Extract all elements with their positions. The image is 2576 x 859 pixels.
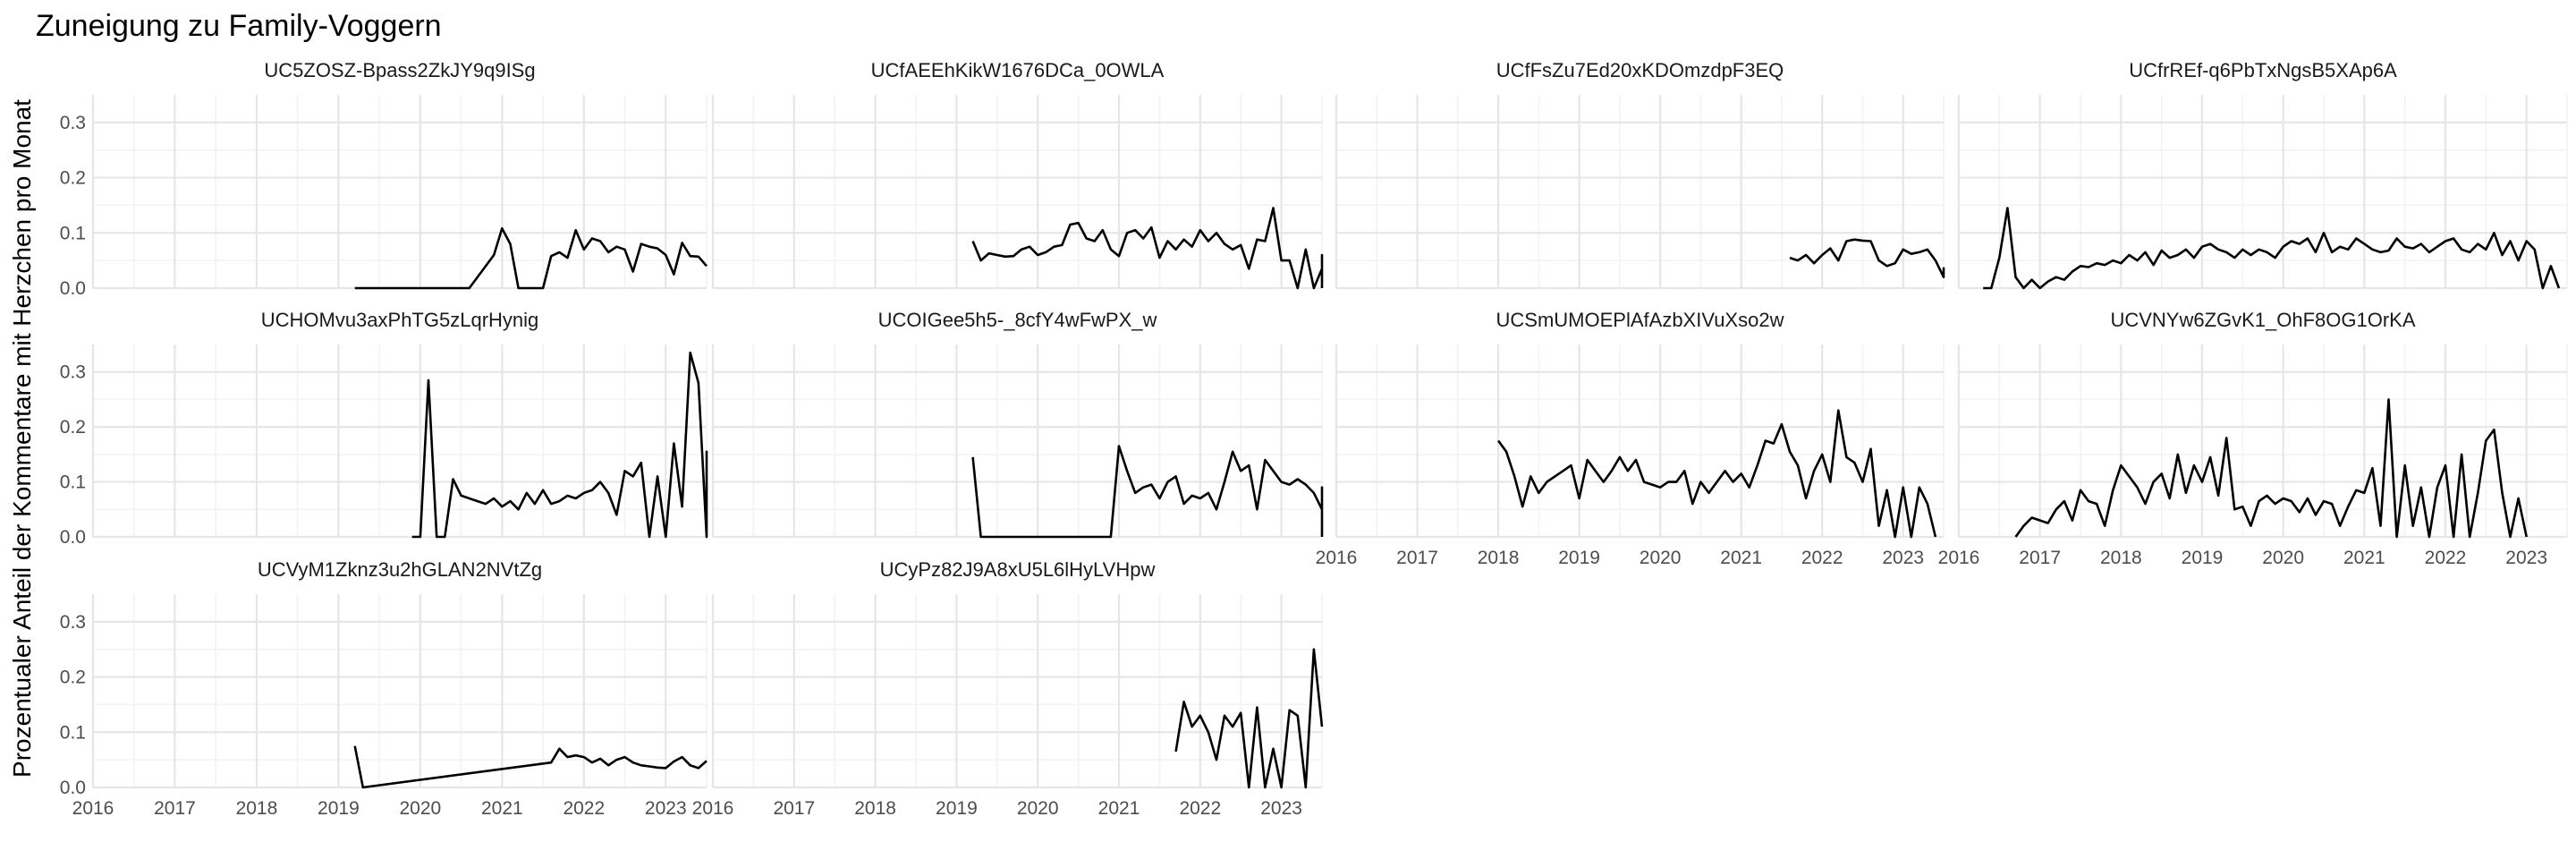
y-tick-label: 0.2	[60, 417, 86, 438]
series-line	[354, 227, 708, 290]
x-tick-label: 2018	[236, 798, 278, 819]
x-tick-label: 2020	[2262, 548, 2304, 568]
y-axis-label: Prozentualer Anteil der Kommentare mit H…	[8, 99, 36, 778]
y-tick-label: 0.0	[60, 278, 86, 299]
facet-panel: UCfFsZu7Ed20xKDOmzdpF3EQ	[1335, 59, 1945, 290]
facet-panels: UC5ZOSZ-Bpass2ZkJY9q9ISg 0.0 0.1 0.2 0.3 UCfA…	[60, 59, 2568, 819]
y-tick-label: 0.0	[60, 778, 86, 798]
x-tick-label: 2022	[563, 798, 605, 819]
x-tick-label: 2021	[481, 798, 523, 819]
x-tick-label: 2019	[2182, 548, 2224, 568]
x-tick-label: 2022	[1179, 798, 1221, 819]
facet-title: UCVyM1Zknz3u2hGLAN2NVtZg	[258, 558, 542, 581]
facet-panel: UCfrREf-q6PbTxNgsB5XAp6A	[1957, 59, 2568, 290]
facet-title: UCfrREf-q6PbTxNgsB5XAp6A	[2129, 59, 2397, 81]
x-tick-label: 2019	[1558, 548, 1600, 568]
facet-panel: UCyPz82J9A8xU5L6lHyLVHpw 2016 2017 2018 2019…	[692, 558, 1324, 819]
x-tick-label: 2017	[154, 798, 196, 819]
x-tick-label: 2020	[1017, 798, 1059, 819]
x-tick-label: 2021	[1720, 548, 1762, 568]
chart-title: Zuneigung zu Family-Voggern	[36, 9, 442, 43]
y-tick-label: 0.3	[60, 362, 86, 383]
x-tick-label: 2023	[645, 798, 687, 819]
facet-panel: UCSmUMOEPlAfAzbXIVuXso2w 2016 2017 2018 2019…	[1316, 309, 1945, 568]
x-tick-label: 2016	[72, 798, 114, 819]
x-tick-label: 2022	[2425, 548, 2467, 568]
facet-title: UCVNYw6ZGvK1_OhF8OG1OrKA	[2110, 309, 2415, 331]
facet-title: UCHOMvu3axPhTG5zLqrHynig	[261, 309, 539, 331]
series-line	[1497, 409, 1937, 539]
facet-title: UCfFsZu7Ed20xKDOmzdpF3EQ	[1496, 59, 1784, 81]
series-line	[971, 207, 1324, 290]
x-tick-label: 2023	[1882, 548, 1924, 568]
x-tick-label: 2016	[1938, 548, 1980, 568]
x-tick-label: 2019	[936, 798, 978, 819]
y-tick-label: 0.2	[60, 668, 86, 688]
series-line	[971, 445, 1324, 539]
y-tick-label: 0.2	[60, 168, 86, 189]
x-tick-label: 2018	[854, 798, 896, 819]
x-tick-label: 2016	[1316, 548, 1358, 568]
facet-title: UCyPz82J9A8xU5L6lHyLVHpw	[880, 558, 1156, 581]
facet-title: UC5ZOSZ-Bpass2ZkJY9q9ISg	[264, 59, 535, 81]
x-tick-label: 2019	[318, 798, 360, 819]
facet-panel: UCVNYw6ZGvK1_OhF8OG1OrKA 2016 2017 2018 2019…	[1938, 309, 2568, 568]
facet-title: UCSmUMOEPlAfAzbXIVuXso2w	[1496, 309, 1784, 331]
x-tick-label: 2016	[692, 798, 734, 819]
y-tick-label: 0.1	[60, 472, 86, 493]
x-tick-label: 2018	[2100, 548, 2142, 568]
facet-panel: UCVyM1Zknz3u2hGLAN2NVtZg 0.0 0.1 0.2 0.3 2016…	[60, 558, 708, 819]
facet-panel: UC5ZOSZ-Bpass2ZkJY9q9ISg 0.0 0.1 0.2 0.3	[60, 59, 708, 299]
facet-title: UCOIGee5h5-_8cfY4wFwPX_w	[878, 309, 1157, 331]
y-tick-label: 0.3	[60, 612, 86, 633]
y-tick-label: 0.0	[60, 527, 86, 548]
series-line	[2014, 398, 2528, 539]
x-tick-label: 2018	[1478, 548, 1520, 568]
x-tick-label: 2017	[1396, 548, 1438, 568]
facet-panel: UCHOMvu3axPhTG5zLqrHynig 0.0 0.1 0.2 0.3	[60, 309, 708, 548]
x-tick-label: 2017	[2019, 548, 2061, 568]
x-tick-label: 2021	[2343, 548, 2385, 568]
x-tick-label: 2023	[2505, 548, 2547, 568]
facet-title: UCfAEEhKikW1676DCa_0OWLA	[871, 59, 1165, 81]
x-tick-label: 2022	[1801, 548, 1843, 568]
y-tick-label: 0.1	[60, 223, 86, 243]
x-tick-label: 2021	[1098, 798, 1140, 819]
series-line	[353, 745, 708, 789]
x-tick-label: 2020	[1640, 548, 1682, 568]
x-tick-label: 2017	[773, 798, 815, 819]
series-line	[1983, 207, 2561, 290]
series-line	[1789, 238, 1945, 279]
facet-panel: UCOIGee5h5-_8cfY4wFwPX_w	[711, 309, 1324, 539]
facet-panel: UCfAEEhKikW1676DCa_0OWLA	[711, 59, 1324, 290]
series-line	[411, 351, 708, 539]
y-tick-label: 0.1	[60, 722, 86, 743]
series-line	[1174, 648, 1324, 789]
x-tick-label: 2020	[400, 798, 442, 819]
x-tick-label: 2023	[1260, 798, 1302, 819]
y-tick-label: 0.3	[60, 113, 86, 133]
